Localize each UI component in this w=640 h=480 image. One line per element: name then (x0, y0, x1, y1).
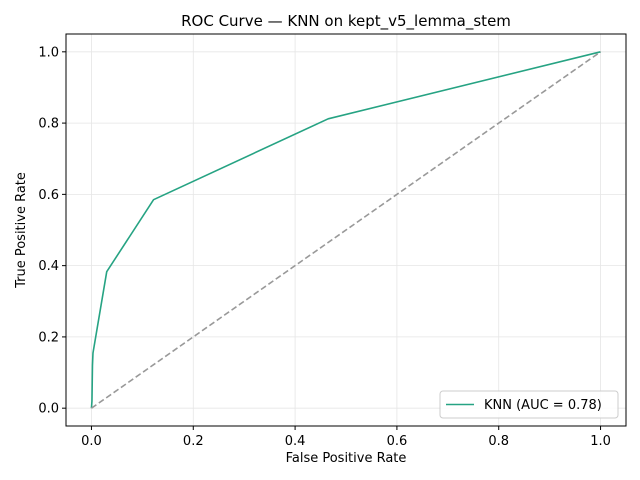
legend: KNN (AUC = 0.78) (439, 390, 619, 419)
plot-frame (65, 33, 627, 427)
x-tick-label: 0.8 (488, 434, 509, 449)
y-tick-label: 0.8 (38, 117, 59, 132)
y-tick-label: 0.4 (38, 259, 59, 274)
chart-title: ROC Curve — KNN on kept_v5_lemma_stem (181, 12, 511, 31)
ticks: 0.0 0.2 0.4 0.6 0.8 1.0 0.0 0.2 0.4 0.6 0.8 1.0 (38, 45, 611, 449)
grid (66, 34, 626, 426)
roc-series-line (90, 51, 601, 409)
x-tick-label: 0.6 (387, 434, 408, 449)
y-axis-label: True Positive Rate (14, 172, 29, 289)
y-tick-label: 1.0 (38, 45, 59, 60)
y-tick-label: 0.2 (38, 330, 59, 345)
x-tick-label: 0.0 (81, 434, 102, 449)
legend-box (439, 390, 619, 419)
y-tick-label: 0.6 (38, 188, 59, 203)
y-tick-label: 0.0 (38, 402, 59, 417)
x-axis-label: False Positive Rate (286, 451, 407, 466)
x-tick-label: 1.0 (590, 434, 611, 449)
series-lines (90, 51, 602, 409)
legend-label: KNN (AUC = 0.78) (484, 398, 602, 413)
x-tick-label: 0.2 (183, 434, 204, 449)
x-tick-label: 0.4 (285, 434, 306, 449)
chance-diagonal-line (90, 51, 602, 409)
